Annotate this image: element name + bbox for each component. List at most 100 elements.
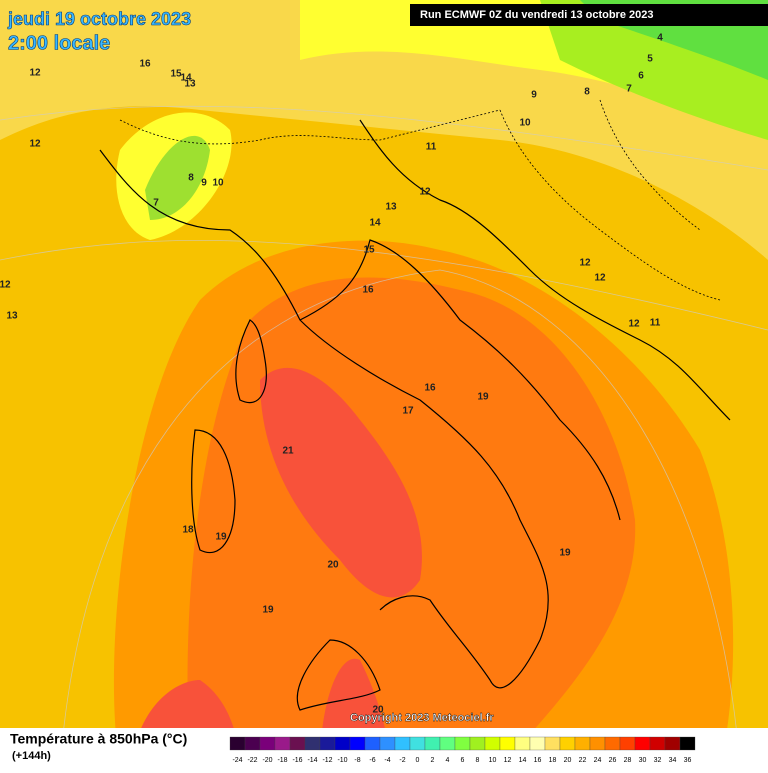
contour-label: 10 [212,178,224,189]
contour-label: 4 [657,33,663,44]
legend-swatch [469,736,486,751]
legend-swatch [274,736,291,751]
legend-tick-label: 12 [504,757,512,764]
contour-label: 16 [362,285,374,296]
legend-tick-label: 32 [654,757,662,764]
contour-label: 16 [139,59,151,70]
legend-tick-label: 4 [446,757,450,764]
forecast-date: jeudi 19 octobre 2023 [7,9,191,29]
legend-tick-label: 22 [579,757,587,764]
contour-label: 16 [424,383,436,394]
coastline [99,119,731,689]
contour-label: 15 [170,69,182,80]
run-banner [410,4,768,26]
run-info: Run ECMWF 0Z du vendredi 13 octobre 2023 [420,9,654,21]
legend-swatch [364,736,381,751]
legend-tick-label: -2 [399,757,405,764]
legend-swatch [589,736,606,751]
contour-label: 19 [559,548,571,559]
contour-label: 19 [477,392,489,403]
legend-tick-label: -14 [307,757,317,764]
legend-tick-label: -12 [322,757,332,764]
contour-label: 7 [153,198,159,209]
contour-label: 12 [579,258,591,269]
contour-label: 5 [647,54,653,65]
contour-label: 10 [519,118,531,129]
contour-label: 17 [402,406,414,417]
legend-subtitle: (+144h) [12,750,51,762]
legend-swatch [454,736,471,751]
legend-swatch [289,736,306,751]
legend-tick-label: 10 [489,757,497,764]
contour-label: 19 [262,605,274,616]
legend-tick-label: 14 [519,757,527,764]
legend-swatch [379,736,396,751]
legend-swatch [439,736,456,751]
copyright: Copyright 2023 Meteociel.fr [350,712,494,724]
contour-label: 15 [363,245,375,256]
legend-swatch [529,736,546,751]
legend-tick-label: -18 [277,757,287,764]
contour-label: 14 [180,73,192,84]
legend-tick-label: 24 [594,757,602,764]
contour-label: 13 [184,79,196,90]
contour-label: 12 [628,319,640,330]
legend-swatch [259,736,276,751]
contour-label: 12 [29,139,41,150]
legend-swatch [424,736,441,751]
legend-tick-label: 34 [669,757,677,764]
contour-label: 14 [369,218,381,229]
legend-swatch [679,736,696,751]
contour-label: 9 [201,178,207,189]
contour-label: 9 [531,90,537,101]
legend-tick-label: -20 [262,757,272,764]
contour-label: 20 [372,705,384,716]
contour-label: 7 [626,84,632,95]
legend-swatch [619,736,636,751]
contour-label: 11 [650,318,661,329]
zone-red [260,367,422,598]
legend-swatch [334,736,351,751]
zone-alps-green [145,135,210,220]
legend-tick-label: 0 [416,757,420,764]
isotherms [0,105,768,769]
contour-label: 8 [584,87,590,98]
contour-label: 12 [419,187,431,198]
legend-tick-label: -22 [247,757,257,764]
legend-tick-label: 2 [431,757,435,764]
contour-label: 11 [426,142,437,153]
legend-swatch [304,736,321,751]
legend-tick-label: 36 [684,757,692,764]
forecast-time: 2:00 locale [8,32,110,54]
contour-label: 8 [188,173,194,184]
legend-tick-label: 18 [549,757,557,764]
legend-tick-label: -6 [369,757,375,764]
legend-tick-label: -8 [354,757,360,764]
legend-title: Température à 850hPa (°C) [10,731,187,747]
contour-label: 21 [282,446,294,457]
legend-tick-label: 6 [461,757,465,764]
legend-tick-label: 16 [534,757,542,764]
legend-swatch [484,736,501,751]
legend-tick-label: -24 [232,757,242,764]
legend-tick-label: 26 [609,757,617,764]
legend-swatch [664,736,681,751]
contour-label: 20 [327,560,339,571]
legend-swatch [499,736,516,751]
legend-swatch [319,736,336,751]
legend-tick-label: 28 [624,757,632,764]
contour-label: 19 [215,532,227,543]
islands [191,319,381,711]
contour-label: 12 [0,280,11,291]
legend-swatch [514,736,531,751]
contour-label: 18 [182,525,194,536]
borders [119,99,721,301]
legend-swatch [574,736,591,751]
contour-label: 6 [638,71,644,82]
legend-swatch [349,736,366,751]
legend-swatch [544,736,561,751]
legend-swatch [604,736,621,751]
legend-tick-label: 30 [639,757,647,764]
legend-tick-label: -16 [292,757,302,764]
legend-tick-label: 20 [564,757,572,764]
